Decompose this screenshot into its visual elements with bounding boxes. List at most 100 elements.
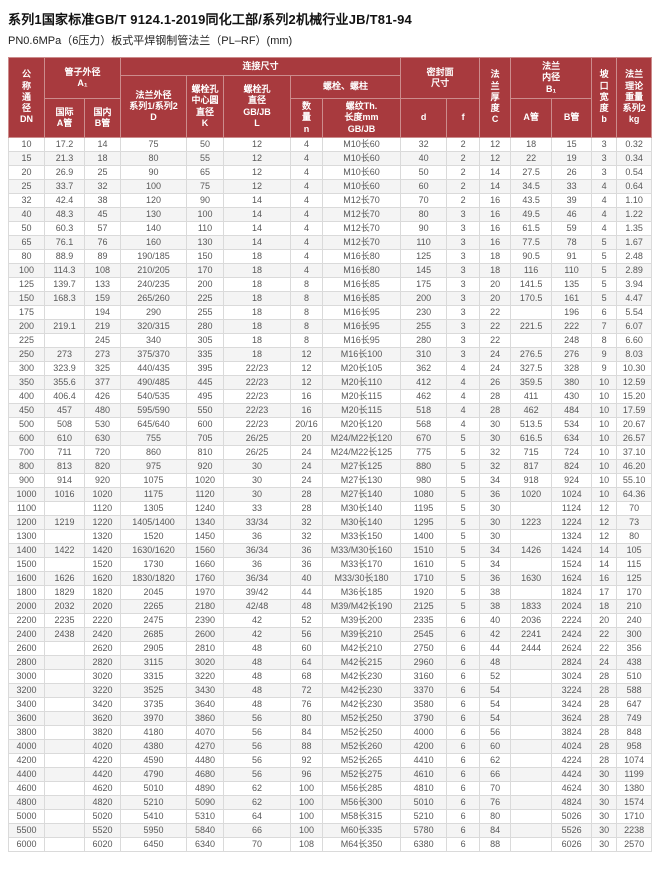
table-cell: 33 [551, 179, 593, 194]
table-cell: 1833 [510, 599, 553, 614]
table-cell: 4.47 [616, 291, 653, 306]
table-cell: 1075 [120, 473, 188, 488]
table-cell: 20 [479, 277, 512, 292]
table-cell: 490/485 [120, 375, 188, 390]
table-row: 5500 5520 5950 5840 66 100 M60长335 5780 6 84 5526 3… [8, 823, 653, 838]
table-cell: 1760 [186, 571, 225, 586]
table-cell: 14 [479, 179, 512, 194]
table-cell: 4024 [551, 739, 593, 754]
table-cell: 26.57 [616, 431, 653, 446]
table-cell: 2600 [8, 641, 45, 656]
table-cell: 375/370 [120, 347, 188, 362]
table-cell: 5 [446, 599, 481, 614]
table-cell [44, 697, 85, 712]
table-cell: 60 [290, 641, 324, 656]
header-groove-width: 坡 口 宽 度 b [591, 57, 618, 138]
table-cell: 210/205 [120, 263, 188, 278]
table-cell: 48.3 [44, 207, 85, 222]
table-cell: 5010 [120, 781, 188, 796]
table-cell: M64长350 [322, 837, 402, 852]
table-cell: 8 [290, 291, 324, 306]
table-cell: 19 [551, 151, 593, 166]
table-cell: 4 [290, 165, 324, 180]
table-cell: 84 [290, 725, 324, 740]
table-cell: M16长95 [322, 319, 402, 334]
table-row: 2200 2235 2220 2475 2390 42 52 M39长200 2335 6 40 20… [8, 613, 653, 628]
table-cell: 820 [83, 459, 122, 474]
table-cell: 170 [616, 585, 653, 600]
table-cell: 161 [551, 291, 593, 306]
table-cell: M52长250 [322, 725, 402, 740]
table-cell: 38 [83, 193, 122, 208]
table-cell: 3 [446, 221, 481, 236]
table-cell: 200 [186, 277, 225, 292]
table-cell: 168.3 [44, 291, 85, 306]
table-row: 800 813 820 975 920 30 24 M27长125 880 5 32 817 824 10… [8, 459, 653, 474]
table-cell: 6020 [83, 837, 122, 852]
table-cell: 568 [400, 417, 448, 432]
table-cell: 1074 [616, 753, 653, 768]
table-cell: 16 [479, 235, 512, 250]
table-cell: 1830/1820 [120, 571, 188, 586]
table-cell: 80 [479, 809, 512, 824]
header-thickness: 法 兰 厚 度 C [479, 57, 512, 138]
table-cell: 6 [446, 697, 481, 712]
table-cell: 46.20 [616, 459, 653, 474]
table-cell: 76 [290, 697, 324, 712]
table-cell: 328 [551, 361, 593, 376]
table-cell: 3800 [8, 725, 45, 740]
table-cell: 110 [551, 263, 593, 278]
table-cell: 54 [479, 697, 512, 712]
table-cell: 92 [290, 753, 324, 768]
table-cell: M52长260 [322, 739, 402, 754]
table-cell: 3600 [8, 711, 45, 726]
table-cell: 1000 [8, 487, 45, 502]
table-cell: 70 [479, 781, 512, 796]
table-cell: 30 [479, 417, 512, 432]
table-cell: 438 [616, 655, 653, 670]
table-cell: 30 [223, 487, 292, 502]
table-cell: 110 [186, 221, 225, 236]
table-cell: 4600 [8, 781, 45, 796]
table-cell: 495 [186, 389, 225, 404]
table-row: 1400 1422 1420 1630/1620 1560 36/34 36 M33/M30长… [8, 543, 653, 558]
table-cell: 755 [120, 431, 188, 446]
table-cell: 1520 [120, 529, 188, 544]
table-cell: 1624 [551, 571, 593, 586]
table-cell: 12 [591, 529, 618, 544]
table-cell: 1510 [400, 543, 448, 558]
table-cell: 2.48 [616, 249, 653, 264]
table-cell: 518 [400, 403, 448, 418]
table-cell: M39长210 [322, 627, 402, 642]
table-cell: 1.35 [616, 221, 653, 236]
table-cell: 22/23 [223, 361, 292, 376]
table-cell: 2390 [186, 613, 225, 628]
table-cell: 36 [479, 487, 512, 502]
table-cell: 34.5 [510, 179, 553, 194]
table-cell: 5 [446, 473, 481, 488]
table-cell: 918 [510, 473, 553, 488]
table-cell: 4270 [186, 739, 225, 754]
table-cell: 340 [120, 333, 188, 348]
table-cell: 440/435 [120, 361, 188, 376]
table-cell: M24/M22长120 [322, 431, 402, 446]
table-cell [510, 837, 553, 852]
table-cell: 540/535 [120, 389, 188, 404]
table-cell: 0.34 [616, 151, 653, 166]
table-cell: 10 [591, 431, 618, 446]
table-cell: M42长215 [322, 655, 402, 670]
table-cell: 30 [223, 473, 292, 488]
table-cell: 860 [120, 445, 188, 460]
table-cell: 20/16 [290, 417, 324, 432]
table-cell: 42.4 [44, 193, 85, 208]
table-cell: 40 [400, 151, 448, 166]
table-cell: 28 [591, 669, 618, 684]
table-cell: 5 [591, 263, 618, 278]
table-cell: 2420 [83, 627, 122, 642]
table-cell: 290 [120, 305, 188, 320]
table-row: 80 88.9 89 190/185 150 18 4 M16长80 125 3 18 90.5 91 5… [8, 249, 653, 264]
table-cell: 958 [616, 739, 653, 754]
table-row: 450 457 480 595/590 550 22/23 16 M20长115 518 4 28 4… [8, 403, 653, 418]
table-cell: 1610 [400, 557, 448, 572]
table-cell: 76 [479, 795, 512, 810]
